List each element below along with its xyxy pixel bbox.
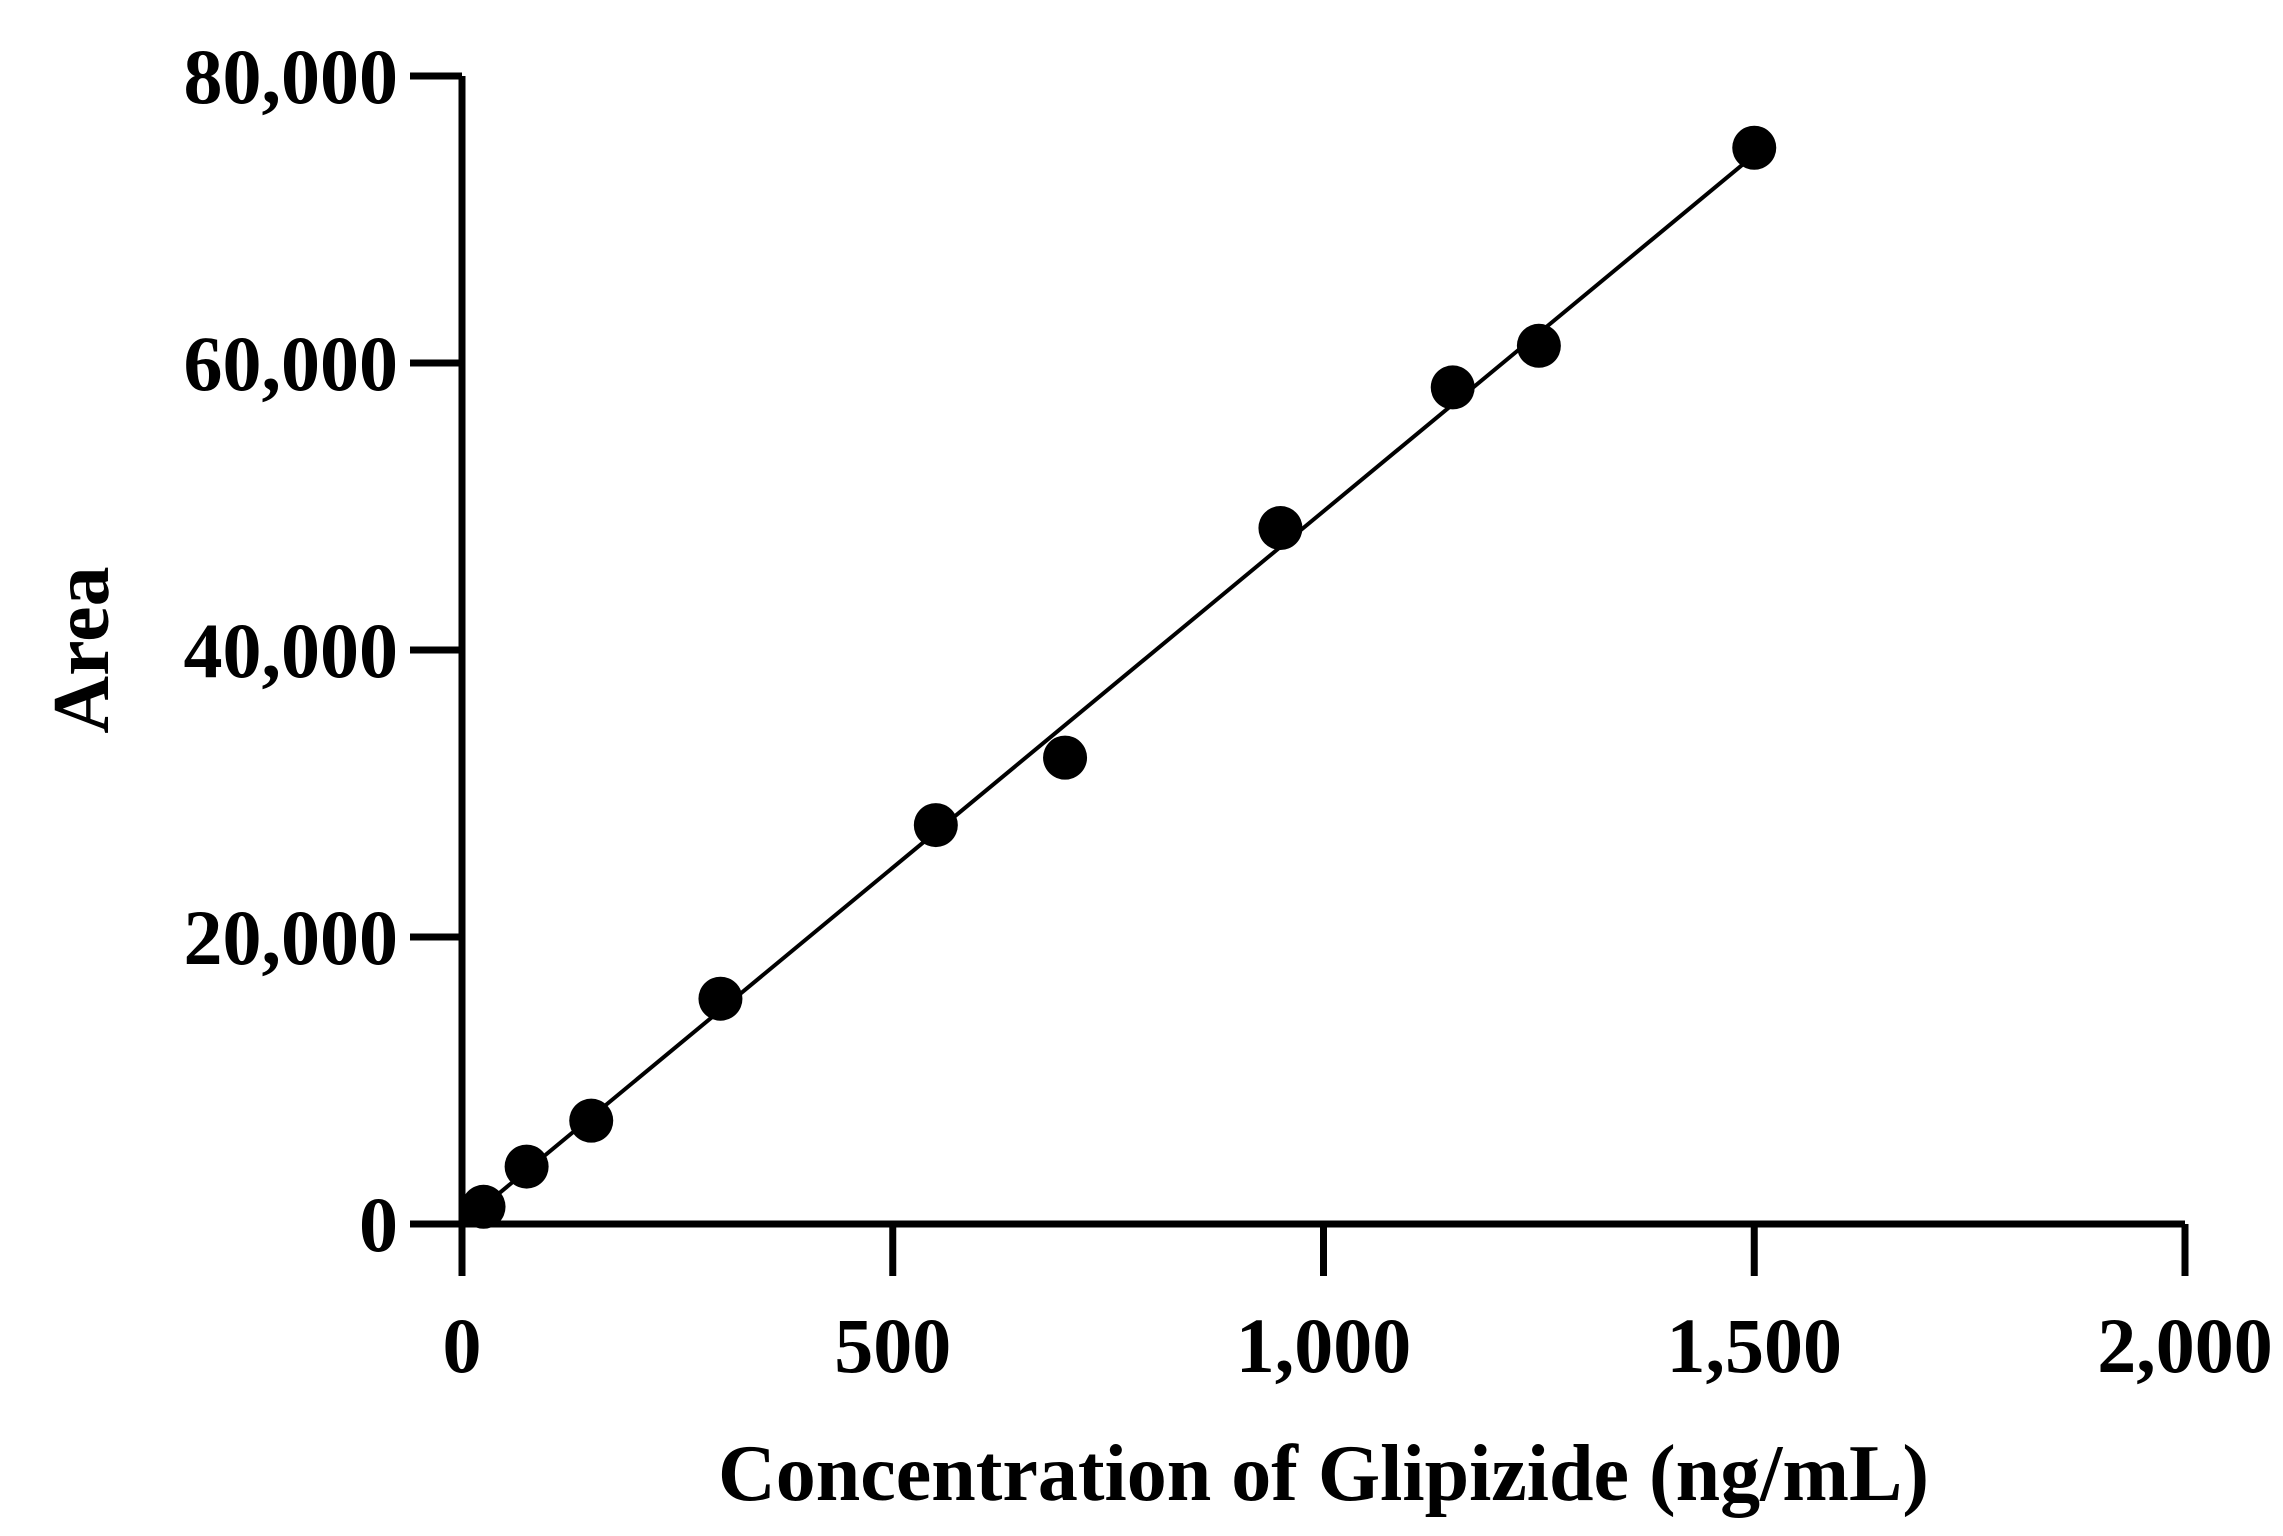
y-tick-label: 40,000 <box>184 607 399 694</box>
x-axis-ticks: 0 500 1,000 1,500 2,000 <box>443 1224 2273 1389</box>
regression-line <box>460 153 1756 1226</box>
data-points <box>461 125 1777 1229</box>
x-tick-label: 0 <box>443 1302 482 1389</box>
data-point <box>698 976 743 1021</box>
data-point <box>1430 365 1475 410</box>
y-axis-ticks: 0 20,000 40,000 60,000 80,000 <box>184 33 462 1268</box>
data-point <box>1732 125 1777 170</box>
x-tick-label: 500 <box>834 1302 951 1389</box>
x-tick-label: 1,000 <box>1236 1302 1412 1389</box>
y-axis-title: Area <box>38 566 126 733</box>
data-point <box>1516 323 1561 368</box>
data-point <box>913 803 958 848</box>
data-point <box>504 1144 549 1189</box>
x-tick-label: 1,500 <box>1667 1302 1843 1389</box>
x-axis-title: Concentration of Glipizide (ng/mL) <box>718 1430 1929 1518</box>
y-tick-label: 20,000 <box>184 894 399 981</box>
data-point <box>569 1098 614 1143</box>
y-tick-label: 80,000 <box>184 33 399 120</box>
x-tick-label: 2,000 <box>2097 1302 2273 1389</box>
data-point <box>461 1184 506 1229</box>
axes <box>410 76 2185 1276</box>
regression-line-group <box>460 153 1756 1226</box>
data-point <box>1258 506 1303 551</box>
data-point <box>1043 735 1088 780</box>
y-tick-label: 60,000 <box>184 320 399 407</box>
y-tick-label: 0 <box>359 1181 398 1268</box>
